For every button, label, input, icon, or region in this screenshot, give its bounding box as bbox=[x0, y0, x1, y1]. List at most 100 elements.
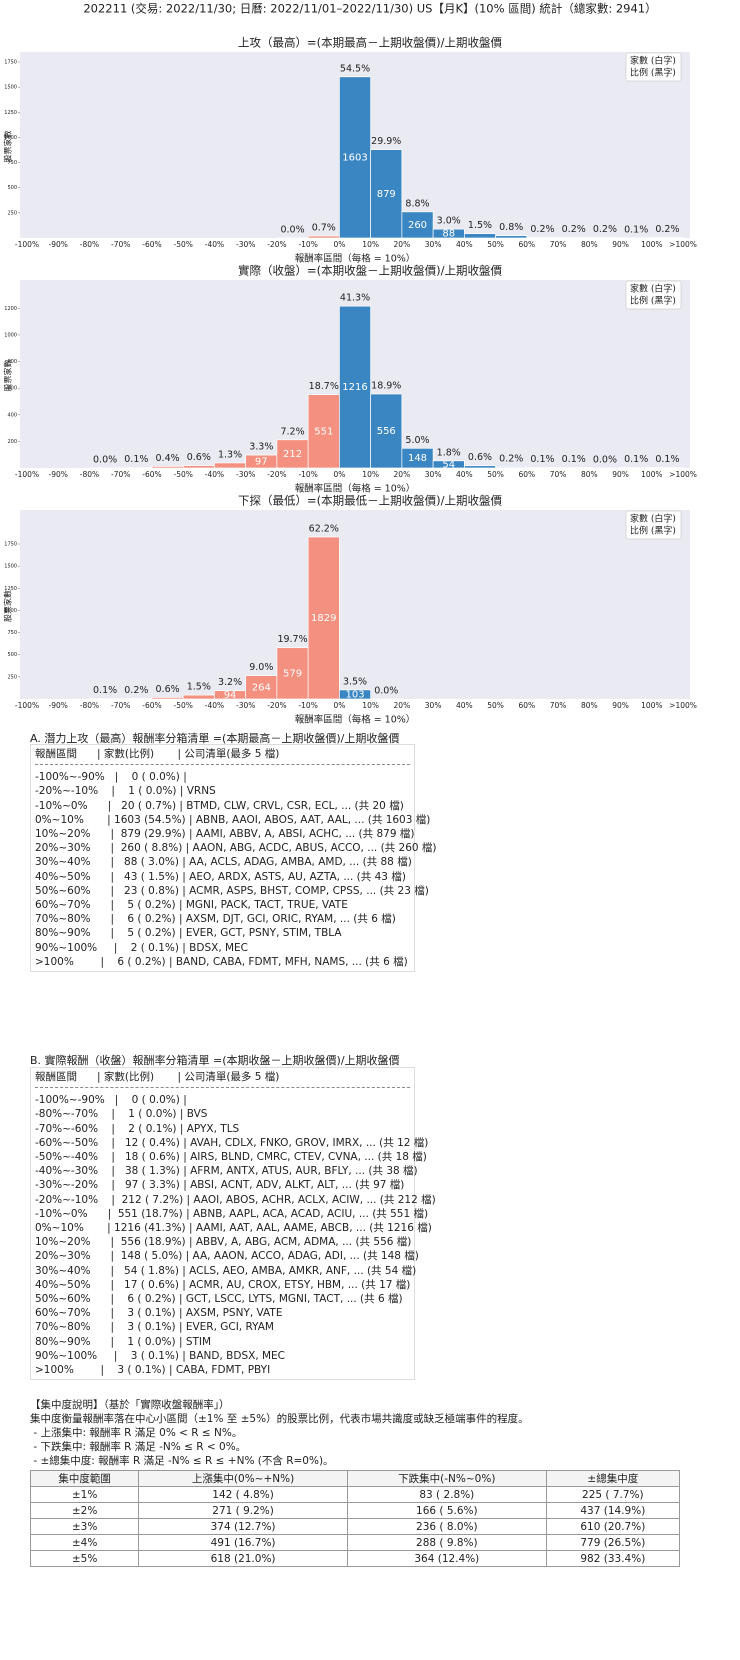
list-title: A. 潛力上攻（最高）報酬率分箱清單 =(本期最高－上期收盤價)/上期收盤價 bbox=[30, 732, 400, 745]
bar bbox=[307, 536, 340, 700]
count-label: 579 bbox=[283, 668, 302, 679]
table-cell: 437 (14.9%) bbox=[545, 1502, 681, 1519]
y-tick-label: 400 bbox=[7, 412, 17, 418]
x-tick-label: -90% bbox=[49, 470, 68, 479]
y-tick-label: 1500 bbox=[4, 564, 17, 570]
count-label: 556 bbox=[377, 426, 396, 437]
x-tick-label: 100% bbox=[641, 701, 662, 710]
list-row: 0%~10% | 1603 (54.5%) | ABNB, AAOI, ABOS… bbox=[35, 813, 431, 826]
percent-label: 19.7% bbox=[277, 634, 307, 645]
percent-label: 29.9% bbox=[371, 136, 401, 147]
legend-text: 家數 (白字) bbox=[630, 283, 676, 295]
x-tick-label: -10% bbox=[298, 240, 317, 249]
concentration-line: 集中度衡量報酬率落在中心小區間（±1% 至 ±5%）的股票比例，代表市場共識度或… bbox=[30, 1413, 529, 1425]
percent-label: 0.1% bbox=[562, 454, 586, 465]
bar bbox=[151, 697, 184, 700]
table-header: ±總集中度 bbox=[545, 1470, 681, 1487]
x-tick-label: 60% bbox=[519, 470, 536, 479]
count-label: 879 bbox=[377, 189, 396, 200]
table-cell: 225 ( 7.7%) bbox=[545, 1486, 681, 1503]
list-row: -100%~-90% | 0 ( 0.0%) | bbox=[35, 1094, 187, 1107]
x-tick-label: -30% bbox=[236, 470, 255, 479]
x-tick-label: -50% bbox=[174, 701, 193, 710]
percent-label: 8.8% bbox=[405, 198, 429, 209]
chart-title: 實際（收盤）=(本期收盤－上期收盤價)/上期收盤價 bbox=[238, 264, 502, 278]
list-title: B. 實際報酬（收盤）報酬率分箱清單 =(本期收盤－上期收盤價)/上期收盤價 bbox=[30, 1054, 400, 1067]
table-header-row: 集中度範圍 上漲集中(0%~+N%) 下跌集中(-N%~0%) ±總集中度 bbox=[29, 1470, 681, 1487]
y-tick-label: 250 bbox=[7, 674, 17, 680]
list-row: 20%~30% | 148 ( 5.0%) | AA, AAON, ACCO, … bbox=[35, 1250, 419, 1263]
x-tick-label: -100% bbox=[15, 240, 39, 249]
percent-label: 1.5% bbox=[187, 682, 211, 693]
table-cell: 236 ( 8.0%) bbox=[346, 1518, 547, 1535]
x-tick-label: -50% bbox=[174, 240, 193, 249]
bar bbox=[370, 393, 403, 469]
x-tick-label: 90% bbox=[612, 701, 629, 710]
table-header: 上漲集中(0%~+N%) bbox=[138, 1470, 348, 1487]
bar bbox=[276, 439, 309, 469]
table-cell: ±2% bbox=[29, 1502, 140, 1519]
percent-label: 62.2% bbox=[309, 524, 339, 535]
x-tick-label: -100% bbox=[15, 701, 39, 710]
x-tick-label: 50% bbox=[487, 470, 504, 479]
list-box: 報酬區間 | 家數(比例) | 公司清單(最多 5 檔) -100%~-90% |… bbox=[30, 744, 437, 973]
percent-label: 0.6% bbox=[156, 684, 180, 695]
list-row: -60%~-50% | 12 ( 0.4%) | AVAH, CDLX, FNK… bbox=[35, 1136, 429, 1149]
bar bbox=[651, 237, 684, 239]
percent-label: 0.8% bbox=[499, 222, 523, 233]
table-cell: ±5% bbox=[29, 1550, 140, 1567]
count-label: 260 bbox=[408, 220, 427, 231]
bar bbox=[339, 689, 371, 700]
legend-text: 家數 (白字) bbox=[630, 513, 676, 525]
bar bbox=[495, 235, 528, 239]
list-row: 40%~50% | 17 ( 0.6%) | ACMR, AU, CROX, E… bbox=[35, 1278, 411, 1291]
x-tick-label: -60% bbox=[142, 470, 161, 479]
bar bbox=[307, 235, 340, 239]
list-row: 90%~100% | 2 ( 0.1%) | BDSX, MEC bbox=[35, 941, 249, 954]
x-tick-label: -50% bbox=[174, 470, 193, 479]
bar bbox=[182, 694, 215, 700]
concentration-table: 集中度範圍 上漲集中(0%~+N%) 下跌集中(-N%~0%) ±總集中度 ±1% 142… bbox=[29, 1470, 681, 1567]
x-tick-label: -10% bbox=[298, 470, 317, 479]
x-tick-label: -100% bbox=[15, 470, 39, 479]
table-cell: 83 ( 2.8%) bbox=[346, 1486, 547, 1503]
percent-label: 5.0% bbox=[405, 435, 429, 446]
x-tick-label: 50% bbox=[487, 240, 504, 249]
bar bbox=[401, 447, 434, 469]
count-label: 97 bbox=[255, 457, 268, 468]
count-label: 94 bbox=[224, 690, 237, 701]
percent-label: 41.3% bbox=[340, 293, 370, 304]
percent-label: 7.2% bbox=[280, 426, 304, 437]
legend-box bbox=[625, 52, 682, 82]
chart-title: 下探（最低）=(本期最低－上期收盤價)/上期收盤價 bbox=[238, 494, 502, 508]
x-tick-label: -80% bbox=[80, 240, 99, 249]
percent-label: 1.3% bbox=[218, 449, 242, 460]
x-axis-label: 報酬率區間（每格 = 10%） bbox=[295, 714, 416, 726]
x-tick-label: 40% bbox=[456, 470, 473, 479]
list-row: >100% | 6 ( 0.2%) | BAND, CABA, FDMT, MF… bbox=[35, 955, 408, 968]
percent-label: 0.1% bbox=[655, 454, 679, 465]
percent-label: 0.1% bbox=[624, 224, 648, 235]
percent-label: 0.2% bbox=[593, 224, 617, 235]
list-row: -50%~-40% | 18 ( 0.6%) | AIRS, BLND, CMR… bbox=[35, 1151, 427, 1164]
list-row: -70%~-60% | 2 ( 0.1%) | APYX, TLS bbox=[35, 1122, 240, 1135]
table-cell: 610 (20.7%) bbox=[545, 1518, 681, 1535]
count-label: 88 bbox=[442, 229, 455, 240]
x-tick-label: -90% bbox=[49, 240, 68, 249]
y-tick-label: 500 bbox=[7, 652, 17, 658]
x-tick-label: 70% bbox=[550, 240, 567, 249]
y-tick-label: 1000 bbox=[4, 332, 17, 338]
y-tick-label: 1250 bbox=[4, 110, 17, 116]
list-row: -20%~-10% | 1 ( 0.0%) | VRNS bbox=[35, 785, 216, 798]
x-tick-label: 30% bbox=[425, 701, 442, 710]
y-tick-label: 750 bbox=[7, 630, 17, 636]
percent-label: 0.4% bbox=[156, 453, 180, 464]
concentration-line: - 下跌集中: 報酬率 R 滿足 -N% ≤ R < 0%。 bbox=[30, 1441, 247, 1453]
percent-label: 9.0% bbox=[249, 662, 273, 673]
list-row: 10%~20% | 879 (29.9%) | AAMI, ABBV, A, A… bbox=[35, 828, 415, 841]
y-tick-label: 750 bbox=[7, 160, 17, 166]
x-axis-label: 報酬率區間（每格 = 10%） bbox=[295, 483, 416, 495]
percent-label: 3.3% bbox=[249, 442, 273, 453]
percent-label: 18.7% bbox=[309, 381, 339, 392]
list-row: 70%~80% | 6 ( 0.2%) | AXSM, DJT, GCI, OR… bbox=[35, 913, 396, 926]
